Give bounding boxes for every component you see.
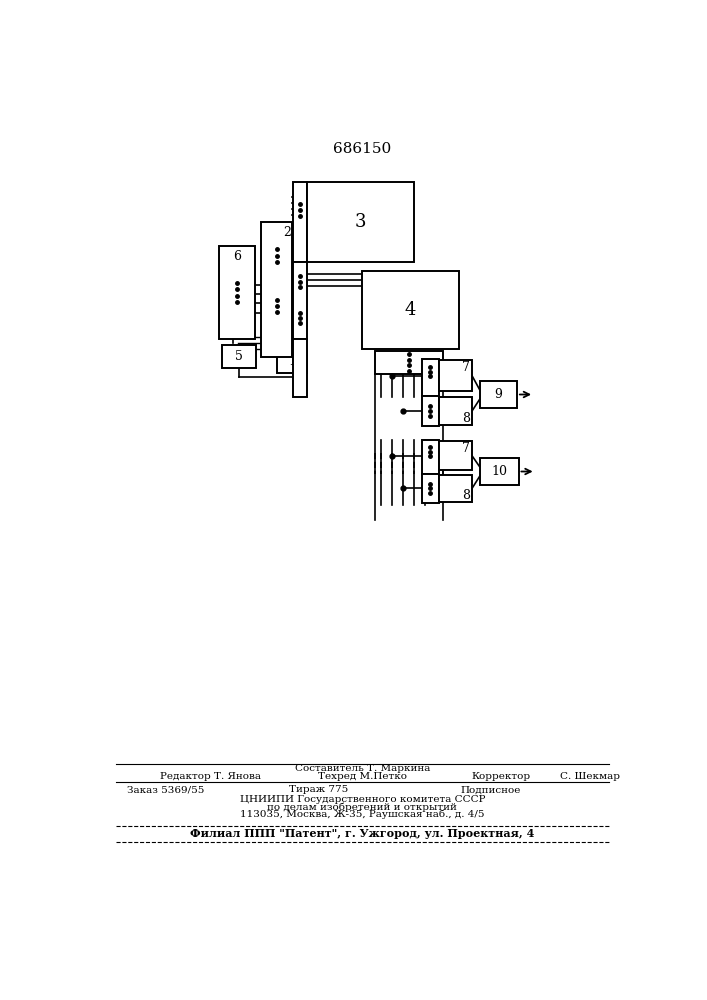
Text: Подписное: Подписное bbox=[461, 785, 521, 794]
Bar bbox=[421, 359, 438, 396]
Text: Филиал ППП "Патент", г. Ужгород, ул. Проектная, 4: Филиал ППП "Патент", г. Ужгород, ул. Про… bbox=[190, 828, 534, 839]
Text: 6: 6 bbox=[233, 250, 241, 263]
Bar bbox=[480, 381, 517, 408]
Bar bbox=[421, 440, 438, 474]
Bar bbox=[362, 271, 459, 349]
Bar bbox=[307, 182, 414, 262]
Bar bbox=[421, 396, 438, 426]
Bar bbox=[222, 345, 256, 368]
Text: Корректор: Корректор bbox=[472, 772, 531, 781]
Text: 4: 4 bbox=[404, 301, 416, 319]
Text: Тираж 775: Тираж 775 bbox=[289, 785, 348, 794]
Text: 686150: 686150 bbox=[333, 142, 391, 156]
Bar bbox=[293, 182, 307, 262]
Bar bbox=[277, 351, 307, 373]
Bar bbox=[293, 339, 307, 397]
Text: 5: 5 bbox=[235, 350, 243, 363]
Text: Редактор Т. Янова: Редактор Т. Янова bbox=[160, 772, 261, 781]
Bar bbox=[261, 222, 292, 357]
Text: 113035, Москва, Ж-35, Раушская наб., д. 4/5: 113035, Москва, Ж-35, Раушская наб., д. … bbox=[240, 810, 484, 819]
Text: 7: 7 bbox=[462, 361, 469, 374]
Bar bbox=[440, 397, 472, 425]
Text: 2: 2 bbox=[283, 226, 291, 239]
Text: Техред М.Петко: Техред М.Петко bbox=[318, 772, 407, 781]
Text: 8: 8 bbox=[462, 489, 469, 502]
Bar bbox=[440, 441, 472, 470]
Text: 7: 7 bbox=[462, 442, 469, 455]
Text: 8: 8 bbox=[462, 412, 469, 425]
Text: 9: 9 bbox=[494, 388, 502, 401]
Text: С. Шекмар: С. Шекмар bbox=[560, 772, 619, 781]
Bar bbox=[480, 458, 518, 485]
Text: Составитель Т. Маркина: Составитель Т. Маркина bbox=[295, 764, 430, 773]
Bar bbox=[375, 351, 443, 374]
Text: ЦНИИПИ Государственного комитета СССР: ЦНИИПИ Государственного комитета СССР bbox=[240, 795, 485, 804]
Bar bbox=[440, 360, 472, 391]
Text: Заказ 5369/55: Заказ 5369/55 bbox=[127, 785, 204, 794]
Text: 10: 10 bbox=[491, 465, 507, 478]
Bar bbox=[218, 246, 255, 339]
Text: 1: 1 bbox=[288, 355, 296, 368]
Text: 3: 3 bbox=[355, 213, 366, 231]
Bar bbox=[421, 474, 438, 503]
Text: по делам изобретений и открытий: по делам изобретений и открытий bbox=[267, 802, 457, 812]
Bar bbox=[293, 262, 307, 339]
Bar bbox=[440, 475, 472, 502]
